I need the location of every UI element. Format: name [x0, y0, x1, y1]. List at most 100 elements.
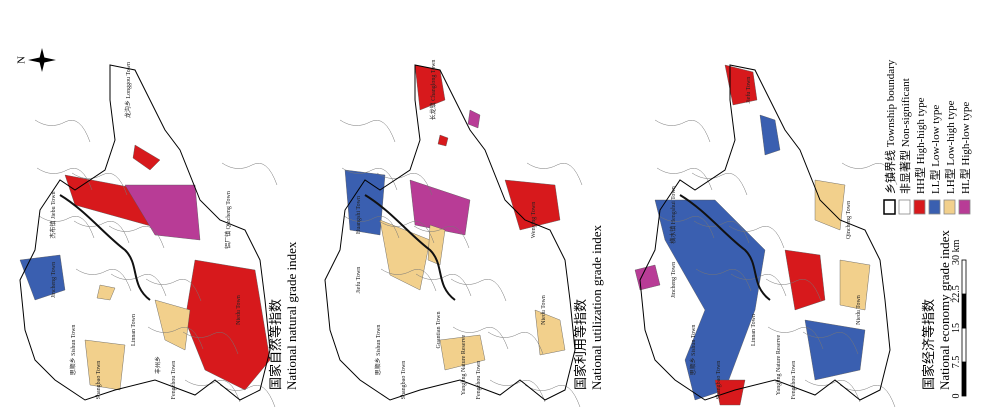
river	[59, 194, 151, 301]
township-boundary	[452, 326, 509, 350]
cluster-patch	[634, 264, 661, 291]
township-boundary	[339, 119, 396, 143]
town-label: Linnan Town	[751, 314, 757, 346]
scale-tick-label: 7.5	[951, 356, 962, 369]
township-boundary	[487, 331, 544, 355]
town-label: Jincheng Town	[51, 262, 57, 298]
cluster-patch	[437, 134, 449, 147]
map-panel: 长龙镇 Changlong Town Huangshi Town Jiefu Tow…	[324, 60, 583, 408]
cluster-patch	[96, 284, 116, 301]
cluster-patch	[19, 254, 66, 301]
township-boundary	[219, 384, 276, 408]
caption-en: National economy grade index	[937, 230, 952, 390]
town-label: Niedu Town	[541, 295, 547, 325]
town-label: Fengzhou Town	[171, 361, 177, 400]
township-boundary	[182, 331, 239, 355]
town-label: 丰州乡	[154, 356, 162, 374]
cluster-patch	[84, 339, 126, 391]
caption-zh: 国家经济等指数	[921, 299, 936, 390]
cluster-patch	[439, 334, 486, 371]
town-label: Niedu Town	[236, 295, 242, 325]
township-boundary	[767, 326, 824, 350]
town-label: Niedu Town	[856, 295, 862, 325]
town-label: Linnan Town	[131, 314, 137, 346]
north-arrow: N	[16, 48, 56, 72]
cluster-patch	[379, 219, 431, 291]
town-label: 思顺乡 Sishun Town	[375, 325, 382, 376]
caption-en: National natural grade index	[284, 241, 299, 390]
town-label: Jiefu Town	[745, 77, 752, 104]
town-label: Huangshi Town	[356, 196, 362, 234]
cluster-patch	[804, 319, 866, 381]
town-label: 思顺乡 Sishun Town	[70, 325, 77, 376]
cluster-patch	[534, 309, 566, 356]
township-boundary	[145, 278, 202, 302]
township-boundary	[695, 268, 752, 292]
township-boundary	[184, 379, 241, 403]
scale-segment	[961, 259, 967, 295]
town-label: Fengzhou Town	[791, 361, 797, 400]
river	[679, 194, 771, 301]
township-boundary	[71, 172, 128, 196]
township-boundary	[376, 172, 433, 196]
cluster-patch	[409, 179, 471, 236]
legend-swatch	[943, 199, 956, 215]
township-boundary	[526, 162, 583, 186]
township-boundary	[524, 384, 581, 408]
legend-swatch	[958, 199, 971, 215]
legend-label: 乡镇界线 Township boundary	[883, 59, 897, 194]
township-boundary	[489, 379, 546, 403]
town-label: 铝厂镇 Qincheng Town	[224, 191, 232, 249]
township-boundary	[38, 215, 95, 239]
cluster-patch	[132, 144, 161, 171]
scale-tick-label: 22.5	[951, 285, 962, 303]
town-label: 龙沟乡 Longgou Town	[124, 62, 132, 118]
scale-segment	[961, 327, 967, 363]
scale-segment	[961, 361, 967, 397]
township-boundary	[804, 379, 861, 403]
town-label: Qincheng Town	[846, 201, 852, 239]
river	[364, 194, 456, 301]
legend-swatch	[928, 199, 941, 215]
scale-segment	[961, 293, 967, 329]
scale-tick-label: 0	[951, 394, 962, 399]
town-label: 思顺乡 Sishun Town	[690, 325, 697, 376]
township-boundary	[73, 220, 130, 244]
township-boundary	[415, 273, 472, 297]
scale-tick-label: 30	[951, 255, 962, 265]
scale-unit: km	[951, 239, 962, 252]
town-label: 长龙镇 Changlong Town	[429, 60, 437, 121]
legend-swatch	[898, 199, 911, 215]
township-boundary	[341, 167, 398, 191]
township-boundary	[691, 172, 748, 196]
township-boundary	[36, 167, 93, 191]
township-boundary	[75, 268, 132, 292]
cluster-patch	[839, 259, 871, 311]
map-panel: Jiefu Town 横水镇 Hengshui Town Jincheng Town…	[634, 64, 898, 408]
scale-tick-label: 15	[951, 323, 962, 333]
cluster-patch	[504, 179, 561, 231]
legend-label: HH型 High-high type	[913, 97, 927, 194]
town-label: Shangbao Town	[716, 361, 722, 400]
cluster-patch	[654, 199, 766, 401]
caption-en: National utilization grade index	[589, 225, 604, 390]
legend-label: LL型 Low-low type	[928, 105, 942, 194]
township-boundary	[34, 119, 91, 143]
cluster-patch	[784, 249, 826, 311]
township-boundary	[413, 225, 470, 249]
legend-label: LH型 Low-high type	[943, 100, 957, 194]
legend-label: HL型 High-low type	[958, 102, 972, 194]
township-boundary	[110, 273, 167, 297]
town-label: Shangbao Town	[401, 361, 407, 400]
legend-label: 非显著型 Non-significant	[898, 78, 912, 194]
township-boundary	[658, 215, 715, 239]
town-label: Jincheng Town	[671, 262, 677, 298]
township-boundary	[841, 162, 898, 186]
caption-zh: 国家自然等指数	[268, 299, 283, 390]
township-boundary	[693, 220, 750, 244]
township-boundary	[378, 220, 435, 244]
township-boundary	[343, 215, 400, 239]
township-boundary	[221, 162, 278, 186]
